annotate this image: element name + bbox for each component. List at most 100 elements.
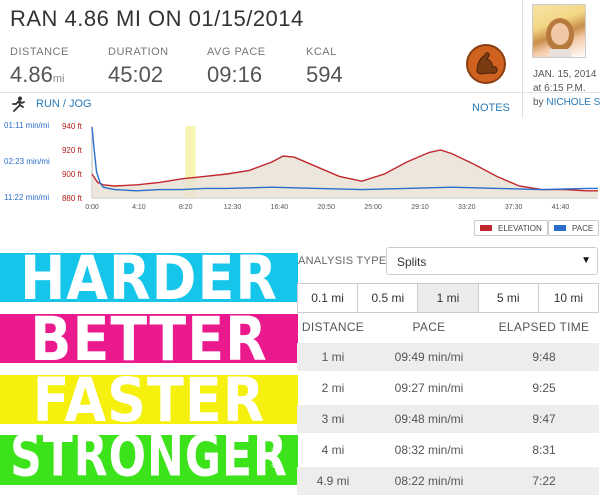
x-tick-label: 33:20 bbox=[458, 204, 476, 211]
legend-swatch bbox=[480, 225, 492, 231]
column-header[interactable]: DISTANCE bbox=[301, 320, 365, 334]
split-pace: 08:22 min/mi bbox=[394, 474, 464, 488]
split-distance: 2 mi bbox=[321, 381, 345, 395]
header-separator bbox=[0, 92, 600, 93]
split-elapsed: 9:47 bbox=[532, 412, 556, 426]
poster-band-magenta bbox=[0, 314, 298, 363]
runner-icon bbox=[12, 96, 25, 112]
activity-label: RUN / JOG bbox=[36, 98, 92, 110]
x-tick-label: 0:00 bbox=[85, 204, 99, 211]
stat-label: DURATION bbox=[108, 46, 169, 58]
poster-signature: thumbz bbox=[270, 441, 280, 468]
interval-option[interactable]: 5 mi bbox=[478, 284, 539, 312]
elevation-tick-label: 900 ft bbox=[62, 170, 83, 179]
elevation-tick-label: 880 ft bbox=[62, 194, 83, 203]
elevation-tick-label: 940 ft bbox=[62, 122, 83, 131]
stat-label: DISTANCE bbox=[10, 46, 69, 58]
poster-band-green bbox=[0, 435, 298, 485]
user-avatar[interactable] bbox=[532, 4, 586, 58]
chart-highlight-band bbox=[185, 126, 196, 198]
legend-label: PACE bbox=[572, 223, 594, 233]
x-tick-label: 20:50 bbox=[317, 204, 335, 211]
pace-tick-label: 11:22 min/mi bbox=[4, 193, 49, 202]
split-pace: 08:32 min/mi bbox=[394, 443, 464, 457]
table-row: 1 mi 09:49 min/mi 9:48 bbox=[297, 343, 599, 371]
run-date: JAN. 15, 2014 bbox=[533, 69, 597, 80]
split-elapsed: 9:48 bbox=[532, 350, 556, 364]
run-author: by NICHOLE S bbox=[533, 97, 600, 108]
split-pace: 09:48 min/mi bbox=[394, 412, 464, 426]
column-header[interactable]: ELAPSED TIME bbox=[498, 320, 590, 334]
split-pace: 09:49 min/mi bbox=[394, 350, 464, 364]
stat-label: KCAL bbox=[306, 46, 337, 58]
stat-label: AVG PACE bbox=[207, 46, 266, 58]
legend-elevation-toggle[interactable]: ELEVATION bbox=[474, 220, 548, 236]
legend-label: ELEVATION bbox=[498, 223, 542, 233]
x-tick-label: 25:00 bbox=[364, 204, 382, 211]
elevation-series-line bbox=[91, 149, 598, 192]
flexed-arm-icon[interactable] bbox=[466, 44, 506, 84]
table-row: 4 mi 08:32 min/mi 8:31 bbox=[297, 436, 599, 464]
header-divider bbox=[522, 0, 523, 118]
poster-band-cyan bbox=[0, 253, 298, 302]
stat-value: 09:16 bbox=[207, 62, 263, 87]
x-tick-label: 4:10 bbox=[132, 204, 146, 211]
stat-kcal: KCAL 594 bbox=[306, 46, 343, 88]
x-tick-label: 41:40 bbox=[552, 204, 570, 211]
split-distance: 4 mi bbox=[321, 443, 345, 457]
split-elapsed: 8:31 bbox=[532, 443, 556, 457]
run-title: RAN 4.86 MI ON 01/15/2014 bbox=[10, 6, 304, 31]
x-tick-label: 37:30 bbox=[505, 204, 523, 211]
interval-option-active[interactable]: 1 mi bbox=[418, 284, 479, 312]
analysis-type-value: Splits bbox=[397, 255, 427, 269]
author-link[interactable]: NICHOLE S bbox=[546, 97, 600, 108]
elevation-pace-chart: 940 ft 920 ft 900 ft 880 ft 01:11 min/mi 02:2… bbox=[4, 121, 598, 211]
analysis-type-select[interactable]: Splits ▼ bbox=[386, 247, 598, 275]
split-elapsed: 7:22 bbox=[532, 474, 556, 488]
poster-word: BETTER bbox=[30, 304, 268, 375]
elevation-area bbox=[92, 150, 598, 198]
split-distance: 3 mi bbox=[321, 412, 345, 426]
notes-link[interactable]: NOTES bbox=[472, 102, 510, 114]
poster-word: HARDER bbox=[20, 243, 278, 314]
table-row: 3 mi 09:48 min/mi 9:47 bbox=[297, 405, 599, 433]
dropdown-arrow-icon: ▼ bbox=[581, 255, 591, 266]
stat-value: 45:02 bbox=[108, 62, 164, 87]
motivational-poster: HARDER BETTER FASTER STRONGER bbox=[0, 243, 298, 504]
x-tick-label: 12:30 bbox=[224, 204, 242, 211]
x-tick-label: 16:40 bbox=[271, 204, 289, 211]
stat-unit: mi bbox=[52, 73, 65, 85]
interval-option[interactable]: 0.5 mi bbox=[358, 284, 419, 312]
poster-word: STRONGER bbox=[10, 423, 288, 490]
pace-tick-label: 02:23 min/mi bbox=[4, 157, 50, 166]
stat-duration: DURATION 45:02 bbox=[108, 46, 169, 88]
run-meta: JAN. 15, 2014 at 6:15 P.M. by NICHOLE S bbox=[533, 68, 600, 110]
pace-tick-label: 01:11 min/mi bbox=[4, 121, 49, 130]
legend-swatch bbox=[554, 225, 566, 231]
split-pace: 09:27 min/mi bbox=[394, 381, 464, 395]
stat-value: 4.86mi bbox=[10, 62, 65, 87]
x-tick-label: 29:10 bbox=[411, 204, 429, 211]
activity-type[interactable]: RUN / JOG bbox=[10, 96, 92, 112]
table-row: 4.9 mi 08:22 min/mi 7:22 bbox=[297, 467, 599, 495]
stat-distance: DISTANCE 4.86mi bbox=[10, 46, 69, 88]
poster-band-yellow bbox=[0, 375, 298, 424]
split-distance: 4.9 mi bbox=[316, 474, 350, 488]
split-distance: 1 mi bbox=[321, 350, 345, 364]
stat-avg-pace: AVG PACE 09:16 bbox=[207, 46, 266, 88]
legend-pace-toggle[interactable]: PACE bbox=[548, 220, 600, 236]
poster-word: FASTER bbox=[32, 365, 266, 436]
interval-option[interactable]: 10 mi bbox=[538, 284, 599, 312]
elevation-tick-label: 920 ft bbox=[62, 146, 83, 155]
split-interval-selector: 0.1 mi 0.5 mi 1 mi 5 mi 10 mi bbox=[297, 283, 599, 313]
table-row: 2 mi 09:27 min/mi 9:25 bbox=[297, 374, 599, 402]
analysis-type-label: ANALYSIS TYPE: bbox=[298, 255, 390, 267]
x-tick-label: 8:20 bbox=[179, 204, 193, 211]
pace-series-line bbox=[91, 127, 598, 192]
column-header[interactable]: PACE bbox=[412, 320, 446, 334]
split-elapsed: 9:25 bbox=[532, 381, 556, 395]
splits-table-header: DISTANCE PACE ELAPSED TIME bbox=[297, 313, 599, 341]
run-time: at 6:15 P.M. bbox=[533, 83, 586, 94]
interval-option[interactable]: 0.1 mi bbox=[298, 284, 359, 312]
stat-value: 594 bbox=[306, 62, 343, 87]
